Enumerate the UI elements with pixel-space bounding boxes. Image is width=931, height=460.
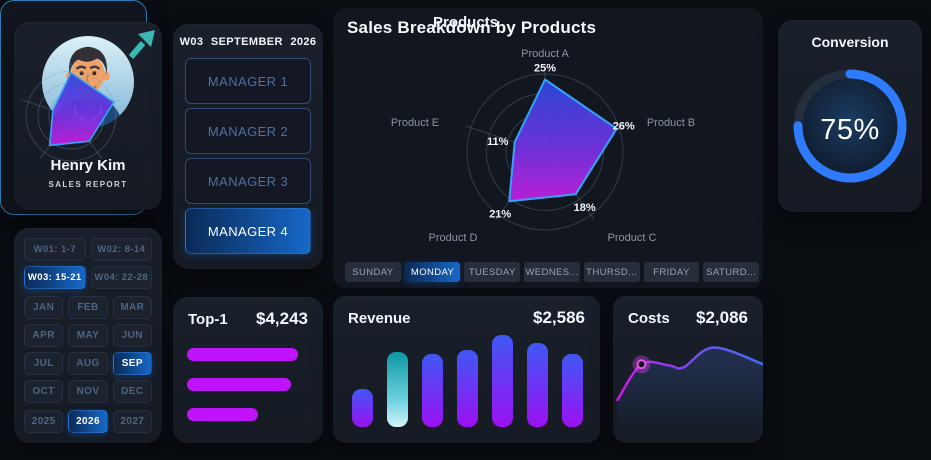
conversion-card: Conversion 75%	[778, 20, 922, 212]
revenue-bar	[527, 343, 548, 427]
month-button[interactable]: JAN	[24, 296, 64, 319]
manager-button[interactable]: MANAGER 4	[185, 208, 311, 254]
revenue-bar-chart	[352, 335, 585, 427]
svg-text:Product B: Product B	[647, 117, 695, 129]
year-button[interactable]: 2027	[112, 410, 152, 433]
year-row: 2025 2026 2027	[24, 410, 152, 433]
growth-arrow-icon	[128, 30, 155, 59]
day-tabs: SUNDAY MONDAY TUESDAY WEDNES... THURSD... FRI…	[345, 262, 760, 282]
sales-breakdown-panel: Sales Breakdown by Products Product A Pro…	[333, 8, 763, 288]
revenue-bar	[457, 350, 478, 427]
top1-bar	[187, 378, 291, 391]
month-button[interactable]: SEP	[112, 352, 152, 375]
month-button[interactable]: OCT	[24, 380, 64, 403]
manager-button[interactable]: MANAGER 2	[185, 108, 311, 154]
month-button[interactable]: FEB	[68, 296, 108, 319]
month-button[interactable]: MAR	[112, 296, 152, 319]
revenue-bar	[492, 335, 513, 427]
svg-text:11%: 11%	[487, 136, 509, 148]
week-button[interactable]: W02: 8-14	[90, 238, 152, 261]
costs-value: $2,086	[696, 308, 748, 327]
period-header: W03 SEPTEMBER 2026	[179, 36, 317, 48]
top1-label: Top-1	[188, 311, 228, 328]
conversion-title: Conversion	[811, 34, 889, 50]
radar-chart: Product A Product B Product C Product D Prod…	[391, 48, 695, 244]
svg-text:Product E: Product E	[391, 117, 439, 129]
top1-value: $4,243	[256, 309, 308, 328]
svg-text:21%: 21%	[489, 208, 511, 220]
svg-text:Product D: Product D	[429, 232, 478, 244]
costs-line-chart	[616, 346, 763, 443]
year-button[interactable]: 2025	[24, 410, 64, 433]
svg-text:Product C: Product C	[608, 232, 657, 244]
day-tab[interactable]: THURSD...	[583, 262, 640, 282]
profile-subtitle: SALES REPORT	[48, 180, 128, 189]
top1-bar	[187, 348, 298, 361]
day-tab[interactable]: TUESDAY	[464, 262, 521, 282]
day-tab[interactable]: SUNDAY	[345, 262, 401, 282]
revenue-bar	[422, 354, 443, 427]
week-button[interactable]: W01: 1-7	[24, 238, 86, 261]
month-button[interactable]: MAY	[68, 324, 108, 347]
day-tab[interactable]: MONDAY	[404, 262, 461, 282]
month-button[interactable]: APR	[24, 324, 64, 347]
revenue-bar	[352, 389, 373, 427]
top1-card: Top-1 $4,243	[173, 297, 323, 443]
revenue-bar	[562, 354, 583, 427]
conversion-donut	[793, 69, 907, 183]
calendar-card: W01: 1-7 W02: 8-14 W03: 15-21 W04: 22-28 JA…	[14, 228, 162, 443]
month-button[interactable]: JUL	[24, 352, 64, 375]
week-button[interactable]: W04: 22-28	[90, 266, 152, 289]
svg-text:18%: 18%	[574, 202, 596, 214]
month-button[interactable]: NOV	[68, 380, 108, 403]
day-tab[interactable]: WEDNES...	[524, 262, 580, 282]
month-button[interactable]: AUG	[68, 352, 108, 375]
manager-button[interactable]: MANAGER 3	[185, 158, 311, 204]
week-button[interactable]: W03: 15-21	[24, 266, 86, 289]
svg-text:26%: 26%	[613, 121, 635, 133]
top1-bar	[187, 408, 258, 421]
revenue-bar	[387, 352, 408, 427]
manager-list: MANAGER 1 MANAGER 2 MANAGER 3 MANAGER 4	[185, 58, 311, 254]
revenue-value: $2,586	[533, 308, 585, 327]
revenue-label: Revenue	[348, 310, 411, 327]
mini-radar-chart	[21, 64, 121, 162]
costs-label: Costs	[628, 310, 670, 327]
day-tab[interactable]: SATURD...	[703, 262, 760, 282]
year-button[interactable]: 2026	[68, 410, 108, 433]
month-button[interactable]: JUN	[112, 324, 152, 347]
manager-button[interactable]: MANAGER 1	[185, 58, 311, 104]
week-grid: W01: 1-7 W02: 8-14 W03: 15-21 W04: 22-28	[24, 238, 152, 289]
products-title: Products	[432, 14, 498, 31]
day-tab[interactable]: FRIDAY	[643, 262, 700, 282]
month-grid: JAN FEB MAR APR MAY JUN JUL AUG SEP OCT NOV DEC	[24, 296, 152, 403]
costs-card: Costs $2,086	[613, 296, 763, 443]
manager-card: W03 SEPTEMBER 2026 MANAGER 1 MANAGER 2 MAN…	[173, 24, 323, 269]
profile-name: Henry Kim	[50, 157, 126, 174]
panel-title: Sales Breakdown by Products	[347, 18, 597, 37]
svg-text:Product A: Product A	[521, 48, 569, 60]
revenue-card: Revenue $2,586	[333, 296, 600, 443]
conversion-percent: 75%	[820, 113, 880, 146]
month-button[interactable]: DEC	[112, 380, 152, 403]
svg-text:25%: 25%	[534, 63, 556, 75]
